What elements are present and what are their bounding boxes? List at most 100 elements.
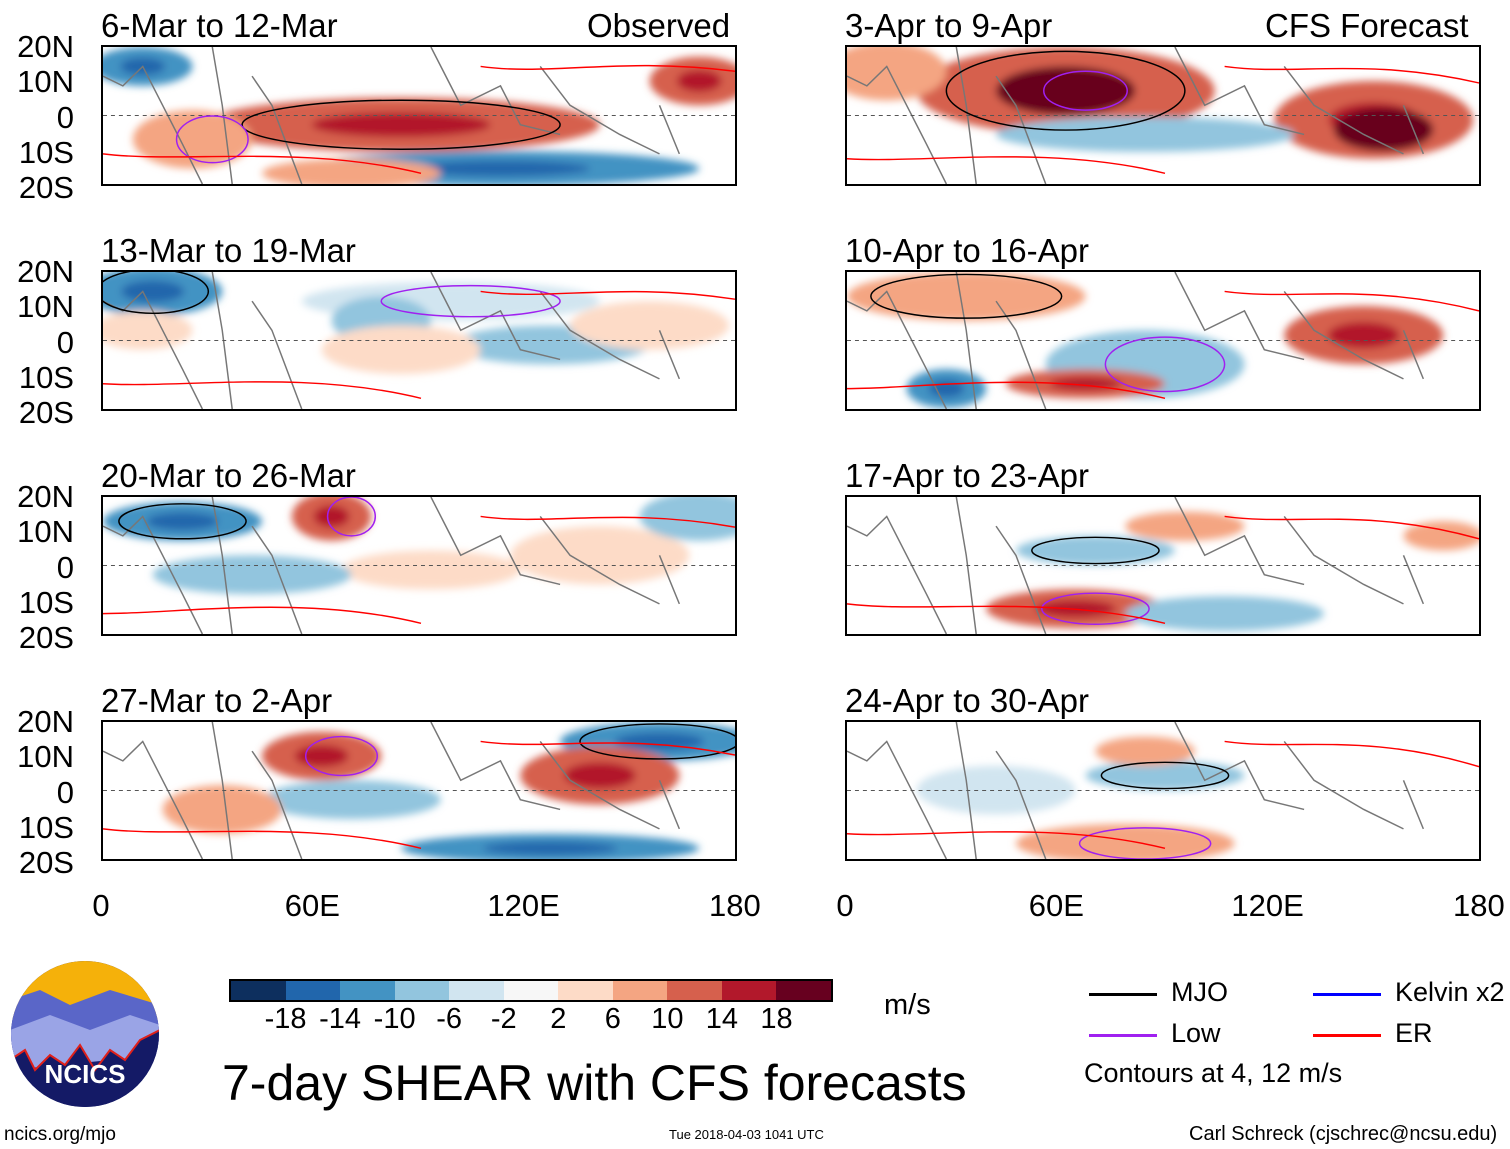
svg-text:NCICS: NCICS — [45, 1059, 126, 1089]
er-contour — [847, 740, 1479, 850]
shear-anomaly-region — [262, 158, 441, 184]
lat-label: 10N — [17, 64, 74, 100]
lat-label: 20N — [17, 479, 74, 514]
colorbar-swatch — [721, 981, 777, 1000]
lat-label: 10S — [18, 809, 74, 845]
coastline — [847, 497, 1425, 634]
map-panel-4 — [101, 720, 737, 861]
colorbar-label: -18 — [264, 1003, 307, 1035]
map-panel-2 — [101, 270, 737, 411]
low-contour — [1041, 592, 1150, 626]
shear-anomaly-region — [639, 497, 735, 541]
er-contour — [847, 65, 1479, 175]
colorbar-label: -10 — [373, 1003, 416, 1035]
shear-anomaly-region — [103, 310, 193, 350]
colorbar-swatch — [612, 981, 668, 1000]
shear-anomaly-region — [1125, 511, 1245, 541]
contours-note: Contours at 4, 12 m/s — [1084, 1058, 1343, 1088]
observed-header: Observed — [587, 7, 731, 44]
shear-anomaly-region — [152, 555, 352, 595]
low-contour — [304, 735, 379, 777]
legend-label: Low — [1171, 1018, 1221, 1048]
footer-timestamp: Tue 2018-04-03 1041 UTC — [669, 1127, 824, 1142]
lat-label: 20S — [18, 845, 74, 880]
lon-label: 60E — [1028, 888, 1084, 923]
colorbar-label: 18 — [760, 1003, 793, 1035]
colorbar-swatch — [558, 981, 614, 1000]
colorbar-label: 6 — [604, 1003, 621, 1035]
colorbar-label: -14 — [319, 1003, 362, 1035]
shear-anomaly-region — [1015, 535, 1175, 566]
legend-line-low — [1089, 1034, 1157, 1037]
lat-label: 10S — [18, 134, 74, 170]
mjo-contour — [1031, 536, 1160, 565]
colorbar-label: 10 — [651, 1003, 684, 1035]
panel-title: 6-Mar to 12-Mar — [101, 7, 338, 44]
lat-label: 10N — [17, 739, 74, 775]
er-contour — [103, 515, 735, 625]
lat-label: 10S — [18, 584, 74, 620]
map-panel-3 — [101, 495, 737, 636]
lat-label: 10N — [17, 514, 74, 550]
lon-label: 180 — [709, 888, 761, 923]
panel-title: 17-Apr to 23-Apr — [845, 457, 1089, 494]
shear-anomaly-region — [996, 116, 1295, 152]
shear-anomaly-region — [261, 780, 441, 820]
lat-label: 0 — [56, 774, 74, 810]
low-contour — [1043, 70, 1128, 111]
shear-anomaly-region — [1125, 596, 1324, 632]
lon-label: 0 — [92, 888, 110, 923]
lat-label: 0 — [56, 324, 74, 360]
er-contour — [103, 740, 735, 850]
mjo-contour — [118, 503, 247, 540]
low-contour — [1104, 336, 1226, 393]
footer-url[interactable]: ncics.org/mjo — [4, 1124, 116, 1145]
panel-title: 24-Apr to 30-Apr — [845, 682, 1089, 719]
low-contour — [1078, 827, 1212, 859]
lat-label: 20S — [18, 395, 74, 430]
colorbar-swatch — [394, 981, 450, 1000]
coastline — [847, 47, 1425, 184]
colorbar-swatch — [340, 981, 396, 1000]
lat-label: 10S — [18, 359, 74, 395]
coastline — [103, 47, 681, 184]
footer-author: Carl Schreck (cjschrec@ncsu.edu) — [1189, 1123, 1498, 1145]
panel-title: 13-Mar to 19-Mar — [101, 232, 356, 269]
lat-label: 0 — [56, 99, 74, 135]
panel-title: 10-Apr to 16-Apr — [845, 232, 1089, 269]
lon-label: 0 — [836, 888, 854, 923]
map-panel-6 — [845, 270, 1481, 411]
er-contour — [847, 515, 1479, 625]
legend-line-kelvin-x2 — [1313, 993, 1381, 996]
lon-label: 120E — [487, 888, 560, 923]
lat-label: 10N — [17, 289, 74, 325]
mjo-contour — [241, 99, 561, 150]
mjo-contour — [945, 50, 1186, 131]
colorbar-label: -2 — [490, 1003, 517, 1035]
colorbar-swatch — [667, 981, 723, 1000]
legend-label: Kelvin x2 — [1395, 977, 1505, 1007]
shear-anomaly-region — [341, 550, 521, 590]
lon-label: 180 — [1453, 888, 1505, 923]
er-contour — [103, 64, 735, 175]
colorbar — [229, 979, 833, 1002]
coastline — [103, 722, 681, 859]
shear-anomaly-region — [916, 765, 1076, 815]
legend-line-mjo — [1089, 993, 1157, 996]
lat-label: 0 — [56, 549, 74, 585]
panel-title: 20-Mar to 26-Mar — [101, 457, 356, 494]
colorbar-label: -6 — [436, 1003, 463, 1035]
ncics-logo: NCICS — [10, 960, 160, 1108]
shear-anomaly-region — [570, 301, 730, 350]
forecast-header: CFS Forecast — [1265, 7, 1469, 44]
coastline — [103, 272, 681, 409]
mjo-contour — [103, 272, 210, 315]
lon-label: 120E — [1231, 888, 1304, 923]
legend-label: ER — [1395, 1018, 1433, 1048]
lat-label: 20S — [18, 170, 74, 205]
shear-anomaly-region — [847, 47, 947, 101]
colorbar-swatch — [231, 981, 287, 1000]
shear-anomaly-region — [510, 526, 690, 585]
colorbar-label: 2 — [550, 1003, 567, 1035]
